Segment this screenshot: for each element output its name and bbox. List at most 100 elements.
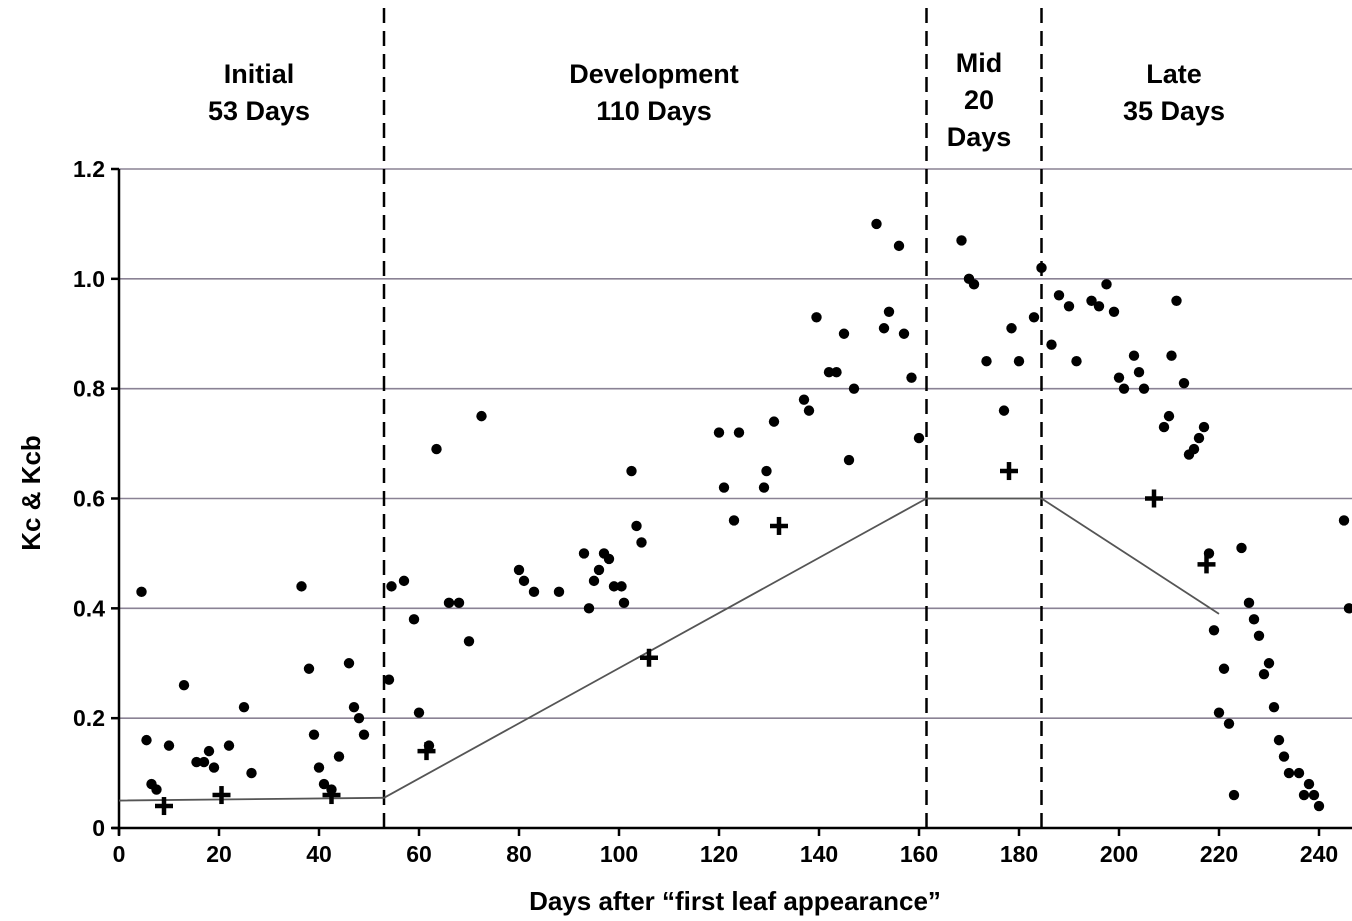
- kc-dot-69: [893, 240, 905, 252]
- stage-labels: Initial 53 Days Development 110 Days Mid 20 Da…: [208, 48, 1225, 152]
- kc-dot-108: [1223, 718, 1235, 729]
- y-tick-label-3: 0.6: [73, 486, 105, 512]
- kc-dot-115: [1263, 658, 1275, 669]
- kc-dot-105: [1208, 625, 1220, 636]
- axes: [111, 167, 1352, 836]
- kc-plus-3: [417, 742, 436, 761]
- x-tick-label-3: 60: [406, 841, 432, 867]
- y-tick-labels: 0 0.2 0.4 0.6 0.8 1.0 1.2: [73, 156, 105, 841]
- kc-dot-126: [1343, 603, 1352, 614]
- kc-dot-58: [798, 394, 810, 405]
- kc-dot-75: [968, 279, 980, 290]
- kc-dot-124: [1313, 800, 1325, 812]
- kc-dot-68: [883, 306, 895, 317]
- kc-dot-48: [626, 465, 637, 477]
- stage-label-3-line-0: Late: [1146, 59, 1202, 89]
- kc-dot-27: [408, 614, 420, 625]
- kc-dot-6: [191, 756, 202, 768]
- kc-dot-40: [583, 603, 595, 614]
- kc-dot-38: [553, 586, 565, 598]
- x-tick-label-4: 80: [506, 841, 532, 867]
- kc-dot-13: [296, 581, 307, 592]
- stage-label-2-line-2: Days: [947, 122, 1012, 152]
- kc-dot-31: [443, 597, 455, 609]
- kc-dot-114: [1258, 669, 1270, 680]
- kc-dot-111: [1243, 597, 1255, 609]
- kc-dot-32: [453, 597, 465, 609]
- kc-dot-39: [578, 548, 590, 559]
- kc-dot-96: [1163, 410, 1175, 422]
- y-tick-label-2: 0.4: [73, 595, 105, 621]
- kc-dot-14: [303, 663, 315, 674]
- kc-dot-87: [1093, 301, 1105, 312]
- kc-dot-53: [728, 515, 740, 526]
- kc-dot-125: [1338, 515, 1350, 526]
- kc-dot-120: [1293, 767, 1305, 779]
- kc-dot-52: [718, 482, 730, 493]
- kc-dot-93: [1133, 366, 1145, 378]
- kc-dot-22: [353, 712, 365, 724]
- x-tick-label-5: 100: [600, 841, 638, 867]
- kc-dot-64: [843, 454, 855, 466]
- kc-dot-41: [588, 575, 600, 587]
- kc-dot-7: [198, 756, 210, 768]
- kc-dot-113: [1253, 630, 1265, 641]
- kc-dot-88: [1101, 279, 1112, 290]
- kc-dot-81: [1036, 262, 1047, 274]
- kc-dot-84: [1063, 301, 1075, 312]
- y-tick-label-5: 1.0: [73, 266, 105, 292]
- kc-dot-34: [476, 410, 487, 422]
- kc-dot-50: [636, 537, 647, 548]
- kc-dot-61: [823, 366, 835, 378]
- kc-dot-37: [528, 586, 540, 598]
- kc-dot-73: [956, 235, 967, 246]
- kc-plus-4: [640, 648, 658, 667]
- kc-dot-107: [1218, 663, 1230, 674]
- kc-dot-106: [1213, 707, 1225, 718]
- kc-dot-90: [1113, 372, 1125, 383]
- kc-dot-101: [1188, 443, 1200, 455]
- kc-dot-4: [163, 740, 175, 751]
- kc-dot-0: [136, 586, 147, 598]
- kc-dot-1: [141, 734, 152, 746]
- kcb-polyline: [118, 497, 1220, 802]
- kc-dot-10: [223, 740, 235, 751]
- stage-label-0-line-0: Initial: [224, 59, 295, 89]
- kc-dot-20: [343, 658, 355, 669]
- kc-dot-67: [878, 323, 890, 334]
- kc-dot-123: [1308, 789, 1320, 801]
- kc-dot-15: [308, 729, 320, 740]
- kc-dot-9: [208, 762, 220, 773]
- y-axis-title: Kc & Kcb: [16, 435, 46, 551]
- kc-dot-3: [151, 784, 162, 795]
- kc-plus-8: [1197, 555, 1216, 574]
- kc-dot-46: [616, 581, 627, 592]
- kc-dot-60: [811, 312, 822, 323]
- kc-dot-92: [1128, 350, 1140, 361]
- kc-dot-102: [1193, 432, 1205, 444]
- x-tick-label-7: 140: [800, 841, 838, 867]
- stage-label-3-line-1: 35 Days: [1123, 96, 1225, 126]
- x-tick-labels: 0 20 40 60 80 100 120 140 160 180 200 220 240: [113, 841, 1339, 867]
- stage-label-2-line-0: Mid: [956, 48, 1003, 78]
- kc-dot-122: [1303, 778, 1315, 790]
- x-tick-label-11: 220: [1200, 841, 1238, 867]
- stage-label-1-line-1: 110 Days: [596, 96, 712, 126]
- x-tick-label-8: 160: [900, 841, 938, 867]
- kc-plus-6: [1000, 462, 1018, 481]
- y-tick-label-6: 1.2: [73, 156, 105, 182]
- stage-label-1-line-0: Development: [569, 59, 739, 89]
- kc-dot-110: [1236, 542, 1247, 554]
- kc-dot-17: [318, 778, 330, 790]
- x-tick-label-10: 200: [1100, 841, 1138, 867]
- x-tick-label-0: 0: [113, 841, 126, 867]
- kc-dot-25: [386, 581, 397, 592]
- kc-dot-33: [463, 636, 475, 647]
- kc-dot-70: [898, 328, 910, 339]
- kc-dot-97: [1166, 350, 1177, 361]
- kc-dot-28: [413, 707, 425, 718]
- kcb-curve: [118, 497, 1220, 802]
- x-tick-label-1: 20: [206, 841, 232, 867]
- x-tick-label-2: 40: [306, 841, 332, 867]
